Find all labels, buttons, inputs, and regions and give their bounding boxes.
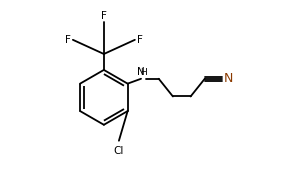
Text: F: F [137, 35, 143, 45]
Text: Cl: Cl [114, 146, 124, 156]
Text: H: H [140, 68, 147, 77]
Text: N: N [224, 72, 233, 85]
Text: F: F [65, 35, 71, 45]
Text: N: N [137, 67, 145, 77]
Text: F: F [101, 11, 107, 21]
